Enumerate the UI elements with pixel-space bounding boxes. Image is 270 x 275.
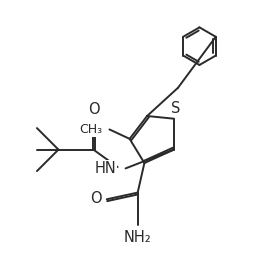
Text: HN: HN [94,161,116,176]
Text: CH₃: CH₃ [80,123,103,136]
Text: O: O [90,191,102,206]
Text: S: S [171,101,180,116]
Text: O: O [88,102,100,117]
Text: NH₂: NH₂ [124,230,151,245]
